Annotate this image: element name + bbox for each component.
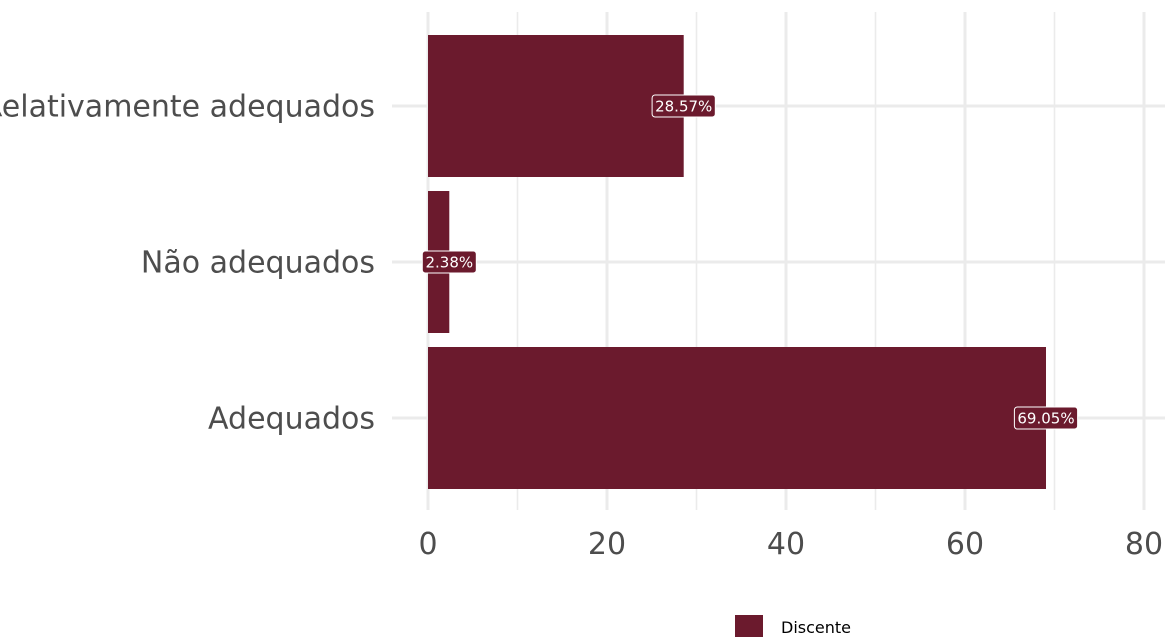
data-label-text: 69.05% — [1017, 410, 1074, 428]
data-label-text: 28.57% — [655, 98, 712, 116]
category-labels: Adequados Não adequados Relativamente adeq… — [0, 90, 375, 437]
x-tick-label: 60 — [946, 527, 984, 562]
category-label: Relativamente adequados — [0, 90, 375, 125]
x-tick-label: 40 — [767, 527, 805, 562]
bar — [428, 35, 684, 177]
data-label: 69.05% — [1013, 406, 1079, 430]
data-label-box — [1013, 406, 1079, 430]
category-label: Adequados — [208, 402, 375, 437]
legend: Discente — [735, 615, 851, 637]
data-label-box — [651, 94, 716, 118]
bar — [428, 347, 1046, 489]
x-tick-label: 20 — [588, 527, 626, 562]
legend-label: Discente — [781, 618, 851, 637]
category-label: Não adequados — [141, 246, 375, 281]
data-label-text: 2.38% — [425, 254, 473, 272]
data-label-box — [421, 250, 477, 274]
bars — [428, 35, 1046, 489]
data-labels: 69.05% 2.38% 28.57% — [421, 94, 1079, 430]
x-tick-label: 80 — [1125, 527, 1163, 562]
data-label: 28.57% — [651, 94, 716, 118]
x-tick-label: 0 — [418, 527, 437, 562]
x-axis-tick-labels: 0 20 40 60 80 — [418, 527, 1163, 562]
data-label: 2.38% — [421, 250, 477, 274]
legend-swatch — [735, 615, 763, 637]
